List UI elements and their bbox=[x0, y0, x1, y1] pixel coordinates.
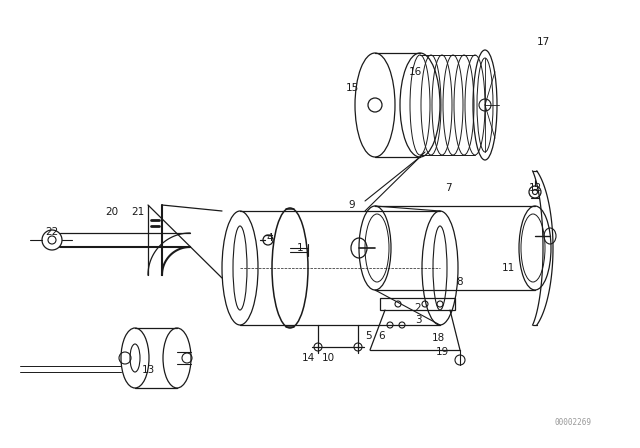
Text: 14: 14 bbox=[301, 353, 315, 363]
Text: 21: 21 bbox=[131, 207, 145, 217]
Text: 19: 19 bbox=[435, 347, 449, 357]
Text: 16: 16 bbox=[408, 67, 422, 77]
Text: 20: 20 bbox=[106, 207, 118, 217]
Text: 10: 10 bbox=[321, 353, 335, 363]
Text: 13: 13 bbox=[141, 365, 155, 375]
Text: 15: 15 bbox=[346, 83, 358, 93]
Bar bbox=[380, 298, 455, 310]
Text: 7: 7 bbox=[445, 183, 451, 193]
Text: 2: 2 bbox=[415, 303, 421, 313]
Text: 11: 11 bbox=[501, 263, 515, 273]
Text: 5: 5 bbox=[365, 331, 371, 341]
Text: 3: 3 bbox=[415, 315, 421, 325]
Text: 1: 1 bbox=[297, 243, 303, 253]
Text: 00002269: 00002269 bbox=[554, 418, 591, 426]
Text: 18: 18 bbox=[431, 333, 445, 343]
Text: 12: 12 bbox=[529, 183, 541, 193]
Text: 6: 6 bbox=[379, 331, 385, 341]
Text: 4: 4 bbox=[267, 233, 273, 243]
Text: 17: 17 bbox=[536, 37, 550, 47]
Text: 8: 8 bbox=[457, 277, 463, 287]
Text: 9: 9 bbox=[349, 200, 355, 210]
Text: 22: 22 bbox=[45, 227, 59, 237]
